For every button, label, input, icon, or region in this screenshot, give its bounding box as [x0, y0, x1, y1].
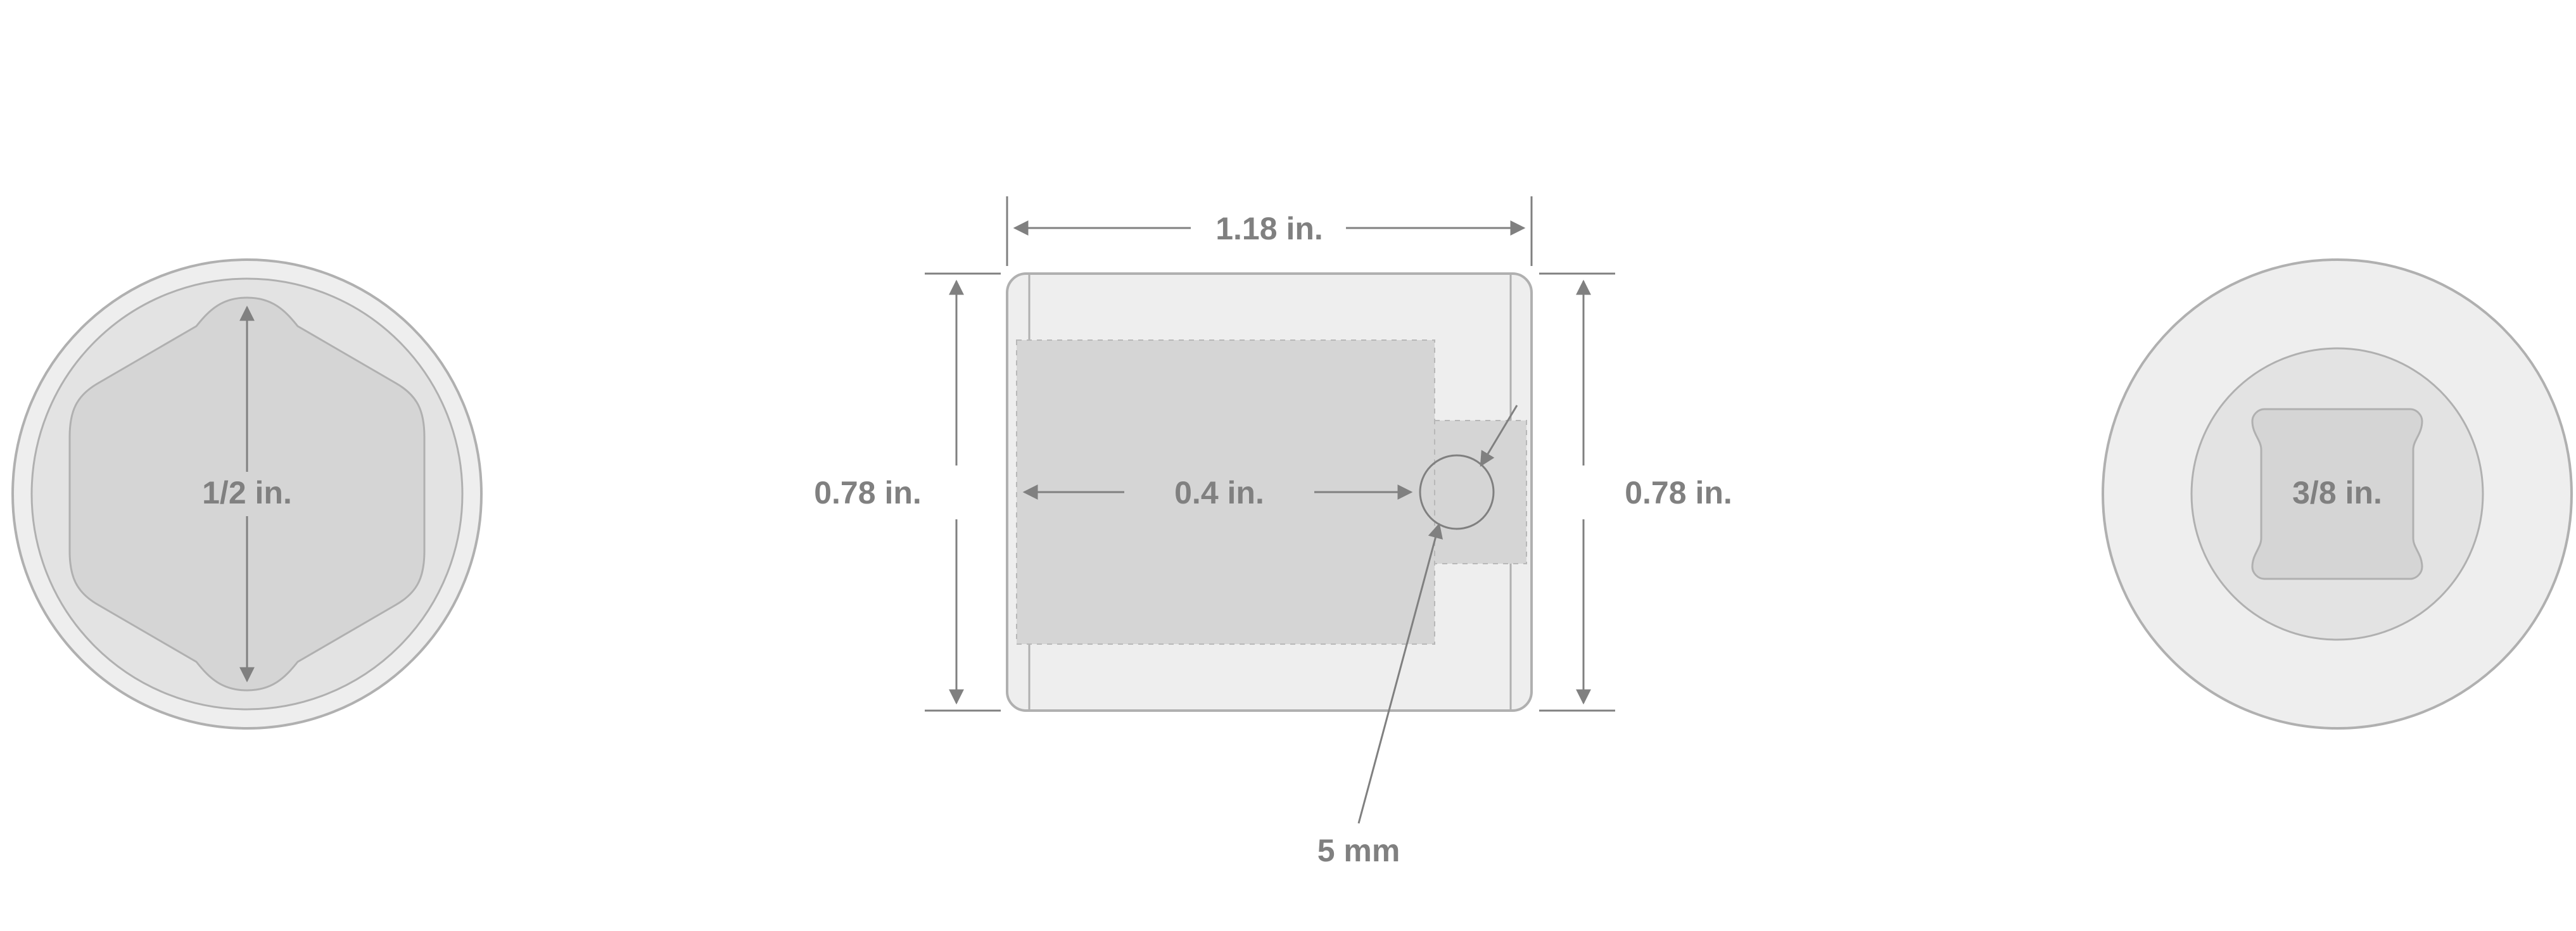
technical-drawing: 1/2 in. 1.18 in. 0.78 in.	[0, 0, 2576, 931]
hex-size-label: 1/2 in.	[202, 475, 292, 510]
right-view-square-end: 3/8 in.	[2103, 260, 2572, 728]
dim-left-height-label: 0.78 in.	[814, 475, 922, 510]
center-view-side: 1.18 in. 0.78 in. 0.78 in. 0.4 in.	[814, 196, 1732, 868]
left-view-hex-end: 1/2 in.	[13, 260, 481, 728]
internal-cavity-drive-side	[1435, 421, 1526, 564]
dim-detent-label: 5 mm	[1317, 833, 1400, 868]
dim-right-height: 0.78 in.	[1539, 274, 1732, 711]
dim-internal-depth-label: 0.4 in.	[1174, 475, 1264, 510]
drive-size-label: 3/8 in.	[2292, 475, 2382, 510]
dim-right-height-label: 0.78 in.	[1625, 475, 1732, 510]
dim-top-width-label: 1.18 in.	[1215, 211, 1323, 246]
dim-left-height: 0.78 in.	[814, 274, 1001, 711]
dim-top-width: 1.18 in.	[1007, 196, 1532, 266]
